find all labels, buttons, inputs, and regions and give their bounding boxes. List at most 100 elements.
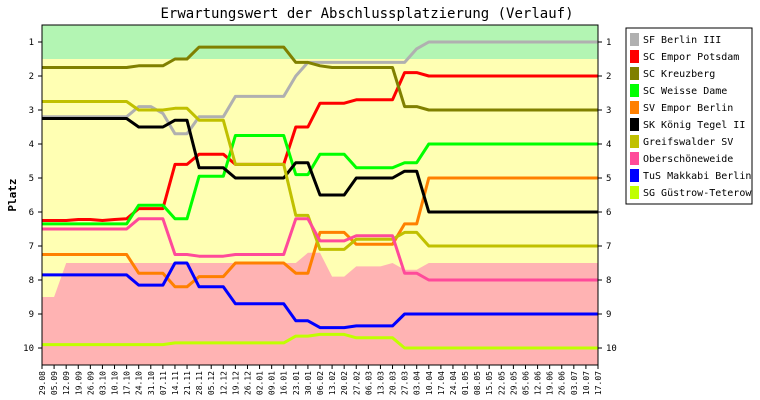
x-tick-label: 19.09	[74, 371, 83, 395]
x-tick-label: 27.02	[352, 371, 361, 395]
x-axis: 29.08 05.09 12.09 19.09 26.09 03.10 10.10 17.10…	[38, 365, 603, 395]
y-tick-label-left: 5	[29, 174, 34, 184]
x-tick-label: 06.03	[364, 371, 373, 395]
chart-title: Erwartungswert der Abschlussplatzierung …	[160, 6, 573, 22]
x-tick-label: 07.11	[159, 371, 168, 395]
series-line-7	[42, 217, 598, 282]
legend-swatch	[630, 33, 639, 46]
x-tick-label: 17.10	[123, 371, 132, 395]
y-tick-label-left: 3	[29, 106, 34, 116]
legend-entry: Oberschöneweide	[643, 154, 733, 165]
x-tick-label: 13.02	[328, 371, 337, 395]
x-tick-label: 29.08	[38, 371, 47, 395]
y-axis-left: 1 2 3 4 5 6 7 8 9 10	[23, 38, 42, 354]
series-line-6	[42, 100, 598, 251]
x-tick-label: 13.03	[376, 371, 385, 395]
legend-entry: SG Güstrow-Teterow	[643, 188, 752, 199]
x-tick-label: 23.01	[292, 371, 301, 395]
x-tick-label: 26.06	[558, 371, 567, 395]
series-line-3	[42, 134, 598, 226]
legend-entry: TuS Makkabi Berlin	[643, 171, 751, 182]
x-tick-label: 03.04	[413, 371, 422, 395]
y-tick-label-left: 2	[29, 72, 34, 82]
x-tick-label: 22.05	[497, 371, 506, 395]
y-axis-right: 1 2 3 4 5 6 7 8 9 10	[598, 38, 617, 354]
x-tick-label: 20.02	[340, 371, 349, 395]
y-tick-label-left: 1	[29, 38, 34, 48]
x-tick-label: 16.01	[280, 371, 289, 395]
legend-entry: SC Empor Potsdam	[643, 52, 739, 63]
y-tick-label-right: 10	[606, 344, 617, 354]
x-tick-label: 19.06	[546, 371, 555, 395]
legend-swatch	[630, 169, 639, 182]
x-tick-label: 24.04	[449, 371, 458, 395]
y-tick-label-left: 4	[29, 140, 34, 150]
legend-swatch	[630, 135, 639, 148]
series-lines	[42, 40, 598, 350]
x-tick-label: 08.05	[473, 371, 482, 395]
x-tick-label: 10.04	[425, 371, 434, 395]
x-tick-label: 26.09	[86, 371, 95, 395]
legend-swatch	[630, 84, 639, 97]
x-tick-label: 03.10	[98, 371, 107, 395]
y-tick-label-left: 6	[29, 208, 34, 218]
legend-swatch	[630, 118, 639, 131]
legend-box	[625, 27, 753, 205]
y-tick-label-left: 8	[29, 276, 34, 286]
y-tick-label-left: 7	[29, 242, 34, 252]
legend-entry: SV Empor Berlin	[643, 103, 733, 114]
series-line-4	[42, 176, 598, 289]
y-tick-label-left: 9	[29, 310, 34, 320]
legend-swatch	[630, 152, 639, 165]
band-aufstieg	[42, 25, 598, 59]
legend-entry: SC Kreuzberg	[643, 69, 715, 80]
x-tick-label: 29.05	[509, 371, 518, 395]
legend-swatch	[630, 50, 639, 63]
x-tick-label: 24.10	[135, 371, 144, 395]
series-line-9	[42, 332, 598, 350]
x-tick-label: 05.09	[50, 371, 59, 395]
legend-swatch	[630, 186, 639, 199]
legend-swatch	[630, 101, 639, 114]
y-axis-label: Platz	[6, 178, 19, 211]
legend-swatch	[630, 67, 639, 80]
x-tick-label: 12.06	[534, 371, 543, 395]
x-tick-label: 05.06	[522, 371, 531, 395]
legend-entry: SF Berlin III	[643, 35, 721, 46]
series-line-0	[42, 40, 598, 136]
y-tick-label-right: 3	[606, 106, 611, 116]
x-tick-label: 06.02	[316, 371, 325, 395]
x-tick-label: 03.07	[570, 371, 579, 395]
x-tick-label: 27.03	[401, 371, 410, 395]
y-tick-label-right: 6	[606, 208, 611, 218]
y-tick-label-right: 5	[606, 174, 611, 184]
x-tick-label: 26.12	[244, 371, 253, 395]
x-tick-label: 05.12	[207, 371, 216, 395]
y-tick-label-right: 2	[606, 72, 611, 82]
legend-entry: SC Weisse Dame	[643, 86, 727, 97]
x-tick-label: 19.12	[231, 371, 240, 395]
series-line-2	[42, 45, 598, 112]
series-line-8	[42, 261, 598, 330]
x-tick-label: 21.11	[183, 371, 192, 395]
x-tick-label: 17.04	[437, 371, 446, 395]
series-line-5	[42, 117, 598, 214]
x-tick-label: 12.09	[62, 371, 71, 395]
x-tick-label: 10.10	[111, 371, 120, 395]
y-tick-label-left: 10	[23, 344, 34, 354]
x-tick-label: 15.05	[485, 371, 494, 395]
x-tick-label: 10.07	[582, 371, 591, 395]
y-tick-label-right: 4	[606, 140, 611, 150]
x-tick-label: 31.10	[147, 371, 156, 395]
x-tick-label: 14.11	[171, 371, 180, 395]
x-tick-label: 02.01	[256, 371, 265, 395]
y-tick-label-right: 1	[606, 38, 611, 48]
x-tick-label: 01.05	[461, 371, 470, 395]
x-tick-label: 12.12	[219, 371, 228, 395]
x-tick-label: 20.03	[389, 371, 398, 395]
x-tick-label: 09.01	[268, 371, 277, 395]
y-tick-label-right: 9	[606, 310, 611, 320]
x-tick-label: 30.01	[304, 371, 313, 395]
legend: SF Berlin III SC Empor Potsdam SC Kreuzber…	[625, 27, 753, 205]
